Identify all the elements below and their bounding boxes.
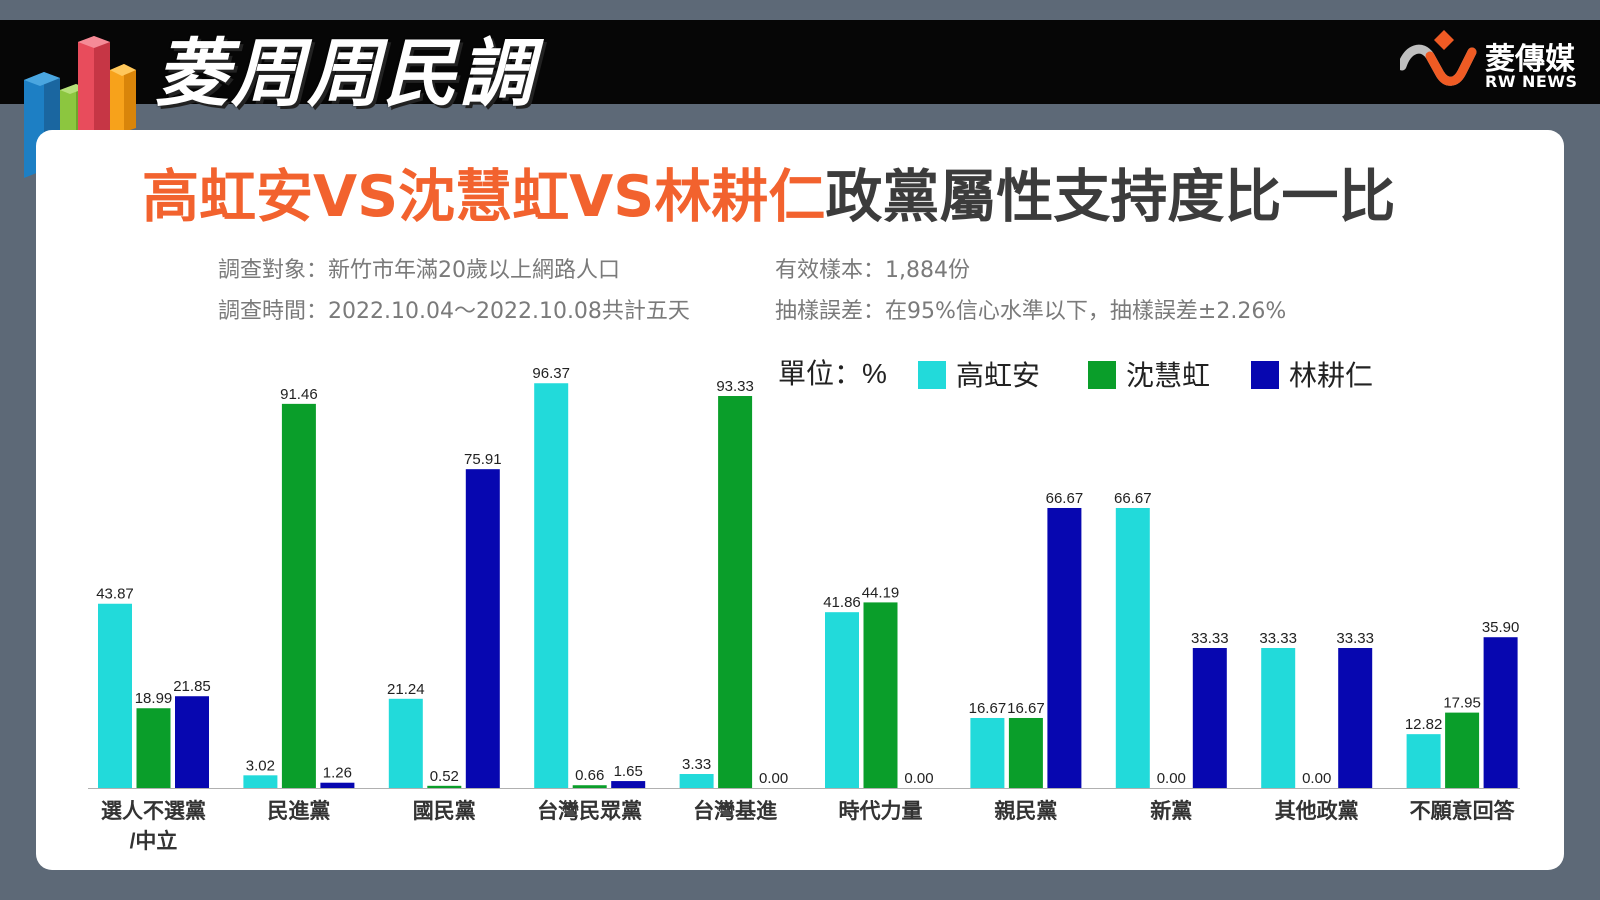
data-label: 0.00 xyxy=(759,770,788,787)
bar-高虹安 xyxy=(98,603,132,788)
header-title: 菱周周民調 xyxy=(155,31,535,117)
data-label: 16.67 xyxy=(969,700,1007,717)
bar-林耕仁 xyxy=(1483,637,1518,788)
data-label: 41.86 xyxy=(823,594,861,611)
bar-沈慧虹 xyxy=(718,396,753,788)
bar-高虹安 xyxy=(1406,734,1441,788)
bar-高虹安 xyxy=(1261,648,1296,788)
bar-沈慧虹 xyxy=(136,708,171,788)
legend-label-沈慧虹: 沈慧虹 xyxy=(1126,360,1210,391)
bar-高虹安 xyxy=(970,717,1005,788)
chart-title: 高虹安VS沈慧虹VS林耕仁政黨屬性支持度比一比 xyxy=(142,162,1482,232)
category-label: 台灣基進 xyxy=(693,799,777,823)
chart-title-highlight: 高虹安VS沈慧虹VS林耕仁 xyxy=(142,164,826,230)
data-label: 43.87 xyxy=(96,586,134,603)
data-label: 66.67 xyxy=(1046,490,1084,507)
bar-林耕仁 xyxy=(611,781,646,788)
survey-error: 抽樣誤差：在95%信心水準以下，抽樣誤差±2.26% xyxy=(775,299,1287,324)
bar-林耕仁 xyxy=(175,696,209,788)
legend-swatch-高虹安 xyxy=(918,361,946,389)
data-label: 93.33 xyxy=(716,378,754,395)
category-label: 時代力量 xyxy=(839,799,923,823)
category-label: 其他政黨 xyxy=(1275,799,1359,823)
bar-沈慧虹 xyxy=(1445,712,1480,788)
bar-高虹安 xyxy=(1115,507,1150,788)
data-label: 0.66 xyxy=(575,767,604,784)
bar-高虹安 xyxy=(243,775,278,788)
data-label: 0.52 xyxy=(430,768,459,785)
data-label: 96.37 xyxy=(532,365,570,382)
survey-sample: 有效樣本：1,884份 xyxy=(775,258,970,283)
unit-label: 單位：% xyxy=(778,358,887,389)
data-label: 18.99 xyxy=(135,690,173,707)
bar-林耕仁 xyxy=(320,782,355,788)
legend-swatch-沈慧虹 xyxy=(1088,361,1116,389)
data-label: 0.00 xyxy=(1302,770,1331,787)
bar-高虹安 xyxy=(825,612,859,788)
data-label: 0.00 xyxy=(904,770,933,787)
category-label: 台灣民眾黨 xyxy=(537,799,642,823)
category-label: 親民黨 xyxy=(994,799,1057,823)
bar-沈慧虹 xyxy=(427,785,462,788)
bar-沈慧虹 xyxy=(572,785,607,788)
data-label: 35.90 xyxy=(1482,619,1520,636)
bar-高虹安 xyxy=(388,698,423,788)
data-label: 1.26 xyxy=(323,765,352,782)
legend-label-高虹安: 高虹安 xyxy=(956,360,1040,391)
data-label: 21.24 xyxy=(387,681,425,698)
bar-高虹安 xyxy=(534,383,569,788)
brand-name: 菱傳媒 xyxy=(1485,42,1575,77)
bar-林耕仁 xyxy=(1047,507,1082,788)
data-label: 44.19 xyxy=(862,584,900,601)
data-label: 33.33 xyxy=(1259,630,1297,647)
bar-林耕仁 xyxy=(1338,648,1373,788)
bar-沈慧虹 xyxy=(1008,717,1043,788)
bar-林耕仁 xyxy=(1192,648,1227,788)
bar-沈慧虹 xyxy=(863,602,898,788)
category-label: 選人不選黨 xyxy=(101,799,206,823)
legend-swatch-林耕仁 xyxy=(1251,361,1279,389)
category-label: 民進黨 xyxy=(267,799,330,823)
data-label: 33.33 xyxy=(1336,630,1374,647)
data-label: 66.67 xyxy=(1114,490,1152,507)
data-label: 3.02 xyxy=(246,757,275,774)
data-label: 75.91 xyxy=(464,451,502,468)
bar-沈慧虹 xyxy=(281,403,316,788)
data-label: 21.85 xyxy=(173,678,211,695)
header-bar xyxy=(0,20,1600,104)
brand-subname: RW NEWS xyxy=(1485,72,1578,91)
category-label: 國民黨 xyxy=(413,799,476,823)
data-label: 17.95 xyxy=(1443,695,1481,712)
data-label: 12.82 xyxy=(1405,716,1443,733)
legend-label-林耕仁: 林耕仁 xyxy=(1289,360,1373,391)
data-label: 3.33 xyxy=(682,756,711,773)
category-label: 新黨 xyxy=(1150,799,1192,823)
category-label: /中立 xyxy=(130,829,178,853)
rw-news-logo-icon xyxy=(1400,30,1477,86)
survey-target: 調查對象：新竹市年滿20歲以上網路人口 xyxy=(218,258,620,283)
data-label: 91.46 xyxy=(280,386,318,403)
data-label: 33.33 xyxy=(1191,630,1229,647)
bar-林耕仁 xyxy=(465,469,500,788)
data-label: 16.67 xyxy=(1007,700,1045,717)
chart-title-rest: 政黨屬性支持度比一比 xyxy=(825,164,1396,230)
data-label: 1.65 xyxy=(614,763,643,780)
survey-period: 調查時間：2022.10.04～2022.10.08共計五天 xyxy=(218,299,690,324)
bar-高虹安 xyxy=(679,774,714,788)
category-label: 不願意回答 xyxy=(1410,799,1516,823)
data-label: 0.00 xyxy=(1157,770,1186,787)
